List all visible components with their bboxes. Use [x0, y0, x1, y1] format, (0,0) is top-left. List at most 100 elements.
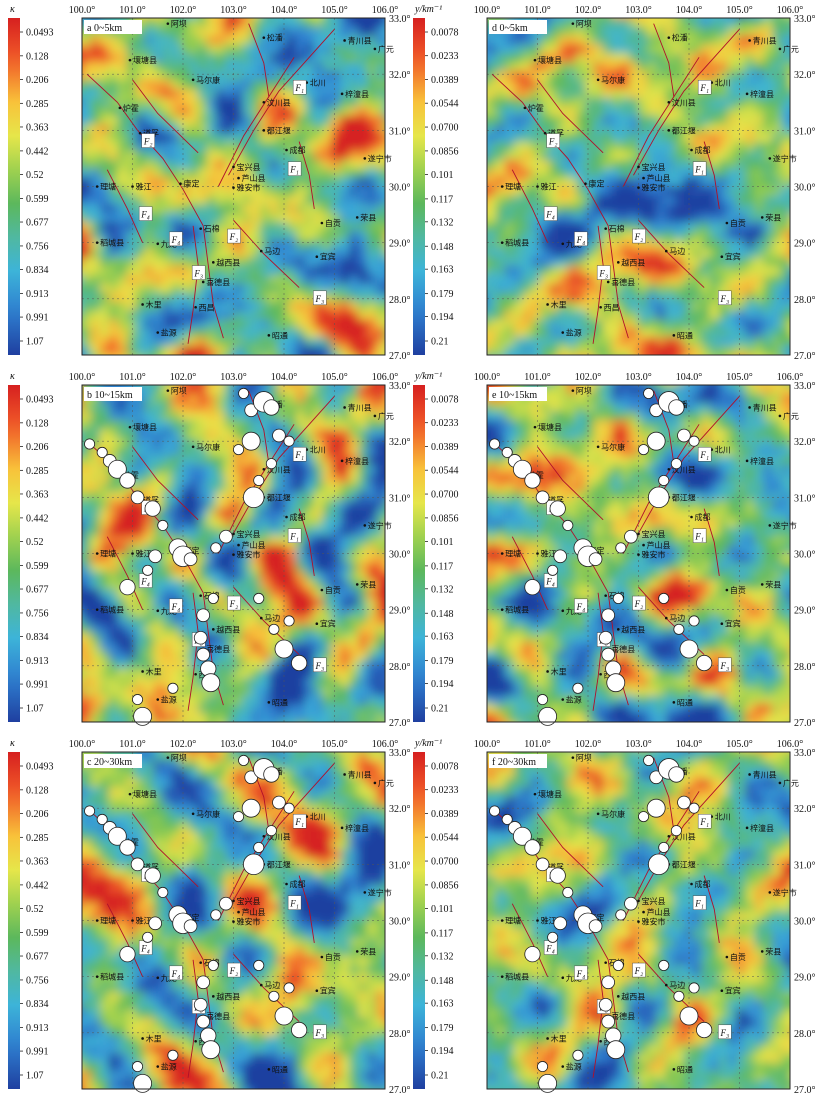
place-name: 雅安市 — [237, 183, 261, 193]
place-dot — [668, 36, 671, 39]
heat-cell — [478, 231, 488, 240]
heat-cell — [674, 45, 684, 54]
heat-cell — [91, 293, 101, 302]
heat-cell — [376, 80, 386, 89]
heat-cell — [656, 284, 666, 293]
heat-cell — [621, 45, 631, 54]
heat-cell — [225, 412, 235, 421]
heat-cell — [82, 311, 92, 320]
heat-cell — [340, 642, 350, 651]
heat-cell — [278, 447, 288, 456]
heat-cell — [242, 98, 252, 107]
heat-cell — [349, 483, 359, 492]
heat-cell — [162, 187, 172, 196]
place-name: 芦山县 — [647, 173, 671, 183]
heat-cell — [665, 116, 675, 125]
heat-cell — [109, 275, 119, 284]
heat-cell — [621, 249, 631, 258]
heat-cell — [91, 107, 101, 116]
heat-cell — [737, 89, 747, 98]
heat-cell — [478, 36, 488, 45]
place-name: 成都 — [290, 145, 306, 155]
heat-cell — [323, 133, 333, 142]
heat-cell — [385, 465, 395, 474]
heat-cell — [296, 222, 306, 231]
heat-cell — [242, 62, 252, 71]
heat-cell — [127, 231, 137, 240]
heat-cell — [630, 311, 640, 320]
heat-cell — [558, 107, 568, 116]
heat-cell — [171, 80, 181, 89]
heat-cell — [314, 328, 324, 337]
heat-cell — [639, 45, 649, 54]
heat-cell — [487, 142, 497, 151]
heat-cell — [621, 293, 631, 302]
heat-cell — [144, 169, 154, 178]
heat-cell — [225, 695, 235, 704]
heat-cell — [82, 142, 92, 151]
heat-cell — [305, 580, 315, 589]
heat-cell — [710, 36, 720, 45]
heat-cell — [269, 545, 279, 554]
heat-cell — [198, 403, 208, 412]
x-tick-label: 101.0° — [524, 5, 551, 16]
heat-cell — [118, 695, 128, 704]
heat-cell — [91, 518, 101, 527]
heat-cell — [73, 311, 83, 320]
heat-cell — [144, 438, 154, 447]
place-name: 盐源 — [161, 328, 177, 338]
heat-cell — [523, 62, 533, 71]
heat-cell — [358, 231, 368, 240]
heat-cell — [180, 687, 190, 696]
heat-cell — [630, 80, 640, 89]
heat-cell — [216, 580, 226, 589]
heat-cell — [314, 187, 324, 196]
heat-cell — [296, 275, 306, 284]
heat-cell — [323, 45, 333, 54]
heat-cell — [790, 53, 800, 62]
heat-cell — [180, 695, 190, 704]
colorbar-label: 0.206 — [26, 75, 49, 86]
heat-cell — [91, 562, 101, 571]
heat-cell — [763, 275, 773, 284]
heat-cell — [737, 178, 747, 187]
heat-cell — [332, 651, 342, 660]
heat-cell — [478, 527, 488, 536]
heat-cell — [358, 651, 368, 660]
heat-cell — [91, 89, 101, 98]
heat-cell — [100, 337, 110, 346]
heat-cell — [207, 465, 217, 474]
heat-cell — [323, 328, 333, 337]
heat-cell — [737, 169, 747, 178]
y-tick-label: 28.0° — [389, 662, 411, 673]
heat-cell — [180, 80, 190, 89]
heat-cell — [674, 311, 684, 320]
heat-cell — [728, 266, 738, 275]
heat-cell — [385, 169, 395, 178]
heat-cell — [540, 80, 550, 89]
heat-cell — [314, 483, 324, 492]
heat-cell — [781, 231, 791, 240]
place-name: 广元 — [378, 44, 394, 54]
heat-cell — [701, 133, 711, 142]
heat-cell — [207, 89, 217, 98]
map-panel: 100.0°101.0°102.0°103.0°104.0°105.0°106.… — [413, 4, 816, 364]
heat-cell — [118, 545, 128, 554]
heat-cell — [532, 151, 542, 160]
place-name: 昭通 — [272, 697, 288, 707]
heat-cell — [478, 89, 488, 98]
heat-cell — [594, 151, 604, 160]
heat-cell — [314, 169, 324, 178]
heat-cell — [745, 142, 755, 151]
heat-cell — [198, 704, 208, 713]
heat-cell — [728, 337, 738, 346]
heat-cell — [82, 284, 92, 293]
heat-cell — [82, 713, 92, 722]
heat-cell — [719, 98, 729, 107]
heat-cell — [225, 302, 235, 311]
heat-cell — [332, 491, 342, 500]
heat-cell — [487, 346, 497, 355]
x-tick-label: 105.0° — [321, 5, 348, 16]
heat-cell — [567, 53, 577, 62]
heat-cell — [340, 695, 350, 704]
